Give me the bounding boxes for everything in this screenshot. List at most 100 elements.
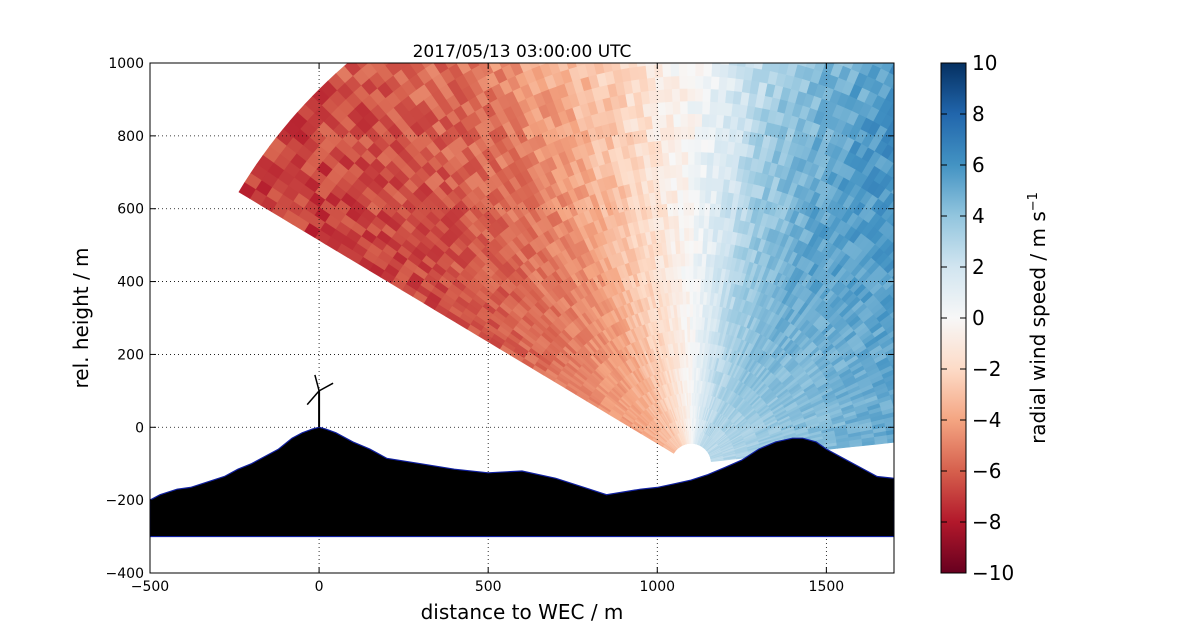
scan-cell xyxy=(801,0,814,15)
scan-cell xyxy=(1103,244,1119,259)
scan-cell xyxy=(1112,262,1128,276)
scan-cell xyxy=(829,8,842,23)
scan-cell xyxy=(991,334,1005,345)
scan-cell xyxy=(698,214,705,229)
scan-cell xyxy=(1152,404,1166,415)
scan-cell xyxy=(884,2,899,18)
scan-cell xyxy=(449,4,464,20)
scan-cell xyxy=(1003,165,1019,180)
scan-cell xyxy=(1006,277,1021,290)
scan-cell xyxy=(1193,344,1200,357)
scan-cell xyxy=(913,296,927,308)
scan-cell xyxy=(1150,394,1164,405)
scan-cell xyxy=(886,45,900,61)
scan-cell xyxy=(912,343,926,353)
scan-cell xyxy=(738,40,748,54)
scan-cell xyxy=(884,323,894,335)
scan-cell xyxy=(1076,414,1090,424)
scan-cell xyxy=(1195,354,1200,367)
scan-cell xyxy=(1115,303,1130,316)
scan-cell xyxy=(1001,223,1016,237)
scan-cell xyxy=(816,18,829,33)
scan-cell xyxy=(754,0,766,5)
scan-cell xyxy=(424,3,440,19)
scan-cell xyxy=(915,32,930,48)
scan-cell xyxy=(1136,327,1151,340)
scan-cell xyxy=(711,164,720,179)
scan-cell xyxy=(1025,170,1041,185)
scan-cell xyxy=(699,164,707,178)
scan-cell xyxy=(686,63,696,76)
scan-cell xyxy=(922,110,936,125)
scan-cell xyxy=(663,88,673,103)
scan-cell xyxy=(925,433,938,440)
scan-cell xyxy=(661,63,672,78)
scan-cell xyxy=(687,189,695,203)
scan-cell xyxy=(886,433,894,440)
scan-cell xyxy=(1076,153,1092,169)
scan-cell xyxy=(1163,329,1178,342)
scan-cell xyxy=(980,380,994,389)
scan-cell xyxy=(821,63,835,75)
scan-cell xyxy=(443,0,458,9)
scan-cell xyxy=(688,240,694,254)
scan-cell xyxy=(740,28,751,42)
scan-cell xyxy=(967,343,981,354)
scan-cell xyxy=(701,88,711,102)
scan-cell xyxy=(1057,215,1073,230)
scan-cell xyxy=(1009,172,1025,187)
scan-cell xyxy=(1139,261,1155,275)
scan-cell xyxy=(528,63,540,70)
scan-cell xyxy=(1073,299,1088,312)
scan-cell xyxy=(986,203,1001,218)
scan-cell xyxy=(717,76,728,91)
scan-cell xyxy=(903,11,918,27)
scan-cell xyxy=(897,255,910,268)
scan-cell xyxy=(1092,281,1107,295)
scan-cell xyxy=(1013,69,1029,86)
scan-cell xyxy=(1083,378,1097,389)
scan-cell xyxy=(981,345,995,356)
scan-cell xyxy=(891,397,894,404)
scan-cell xyxy=(861,6,875,22)
scan-cell xyxy=(1058,383,1072,393)
scan-cell xyxy=(909,368,923,377)
scan-cell xyxy=(1119,247,1135,262)
scan-cell xyxy=(798,13,810,28)
scan-cell xyxy=(1106,316,1121,329)
scan-cell xyxy=(924,289,938,301)
scan-cell xyxy=(1094,179,1110,195)
y-tick-label: 800 xyxy=(117,129,144,145)
scan-cell xyxy=(885,210,894,225)
scan-cell xyxy=(713,38,723,51)
scan-cell xyxy=(636,63,646,67)
scan-cell xyxy=(903,354,917,364)
scan-cell xyxy=(1126,407,1140,418)
colorbar-tick-label: 8 xyxy=(972,102,985,126)
scan-cell xyxy=(1017,125,1033,141)
scan-cell xyxy=(895,408,908,415)
scan-cell xyxy=(813,30,826,45)
scan-cell xyxy=(996,396,1010,405)
scan-cell xyxy=(985,321,999,333)
scan-cell xyxy=(1056,169,1072,185)
scan-cell xyxy=(921,20,936,36)
scan-cell xyxy=(1070,145,1086,161)
scan-cell xyxy=(708,101,718,115)
scan-cell xyxy=(907,334,921,345)
scan-cell xyxy=(724,1,735,14)
scan-cell xyxy=(1050,161,1066,177)
scan-cell xyxy=(1157,309,1172,323)
scan-cell xyxy=(917,47,932,63)
scan-cell xyxy=(908,195,922,209)
scan-cell xyxy=(1069,373,1083,384)
scan-cell xyxy=(764,44,775,58)
scan-cell xyxy=(947,36,963,52)
scan-cell xyxy=(904,329,918,340)
scan-cell xyxy=(1026,116,1042,132)
scan-cell xyxy=(1077,353,1091,364)
scan-cell xyxy=(1066,121,1083,137)
scan-cell xyxy=(431,14,447,30)
scan-cell xyxy=(1174,380,1188,392)
scan-cell xyxy=(901,112,915,127)
